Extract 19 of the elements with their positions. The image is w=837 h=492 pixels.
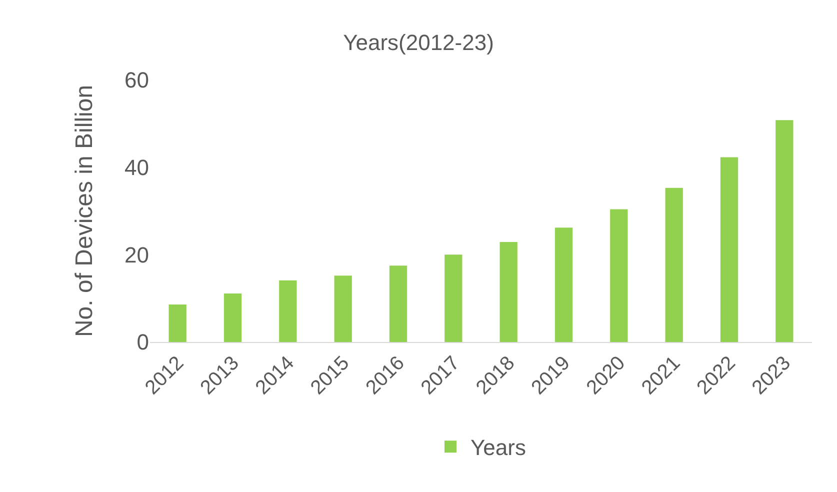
bar (500, 242, 518, 342)
bar (168, 304, 186, 342)
y-tick-label: 0 (136, 330, 149, 355)
y-tick-label: 20 (124, 242, 149, 268)
bar (444, 254, 462, 342)
bar (279, 280, 297, 342)
bar (334, 276, 352, 342)
bar (554, 228, 573, 342)
y-tick-label: 60 (124, 68, 149, 93)
y-tick-label: 40 (124, 155, 149, 180)
legend-label: Years (470, 435, 526, 460)
chart-title: Years(2012-23) (343, 30, 494, 55)
bar (610, 209, 628, 342)
bar (776, 120, 794, 342)
bar (224, 294, 242, 342)
y-axis-title: No. of Devices in Billion (71, 84, 98, 338)
bar (665, 188, 683, 342)
bar (389, 266, 408, 342)
bar (720, 157, 738, 342)
